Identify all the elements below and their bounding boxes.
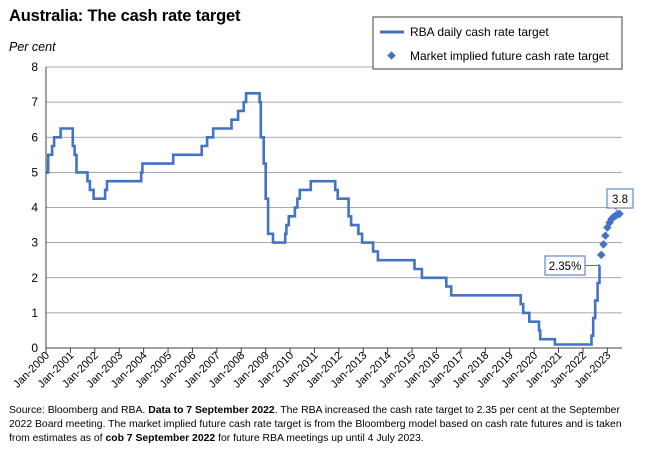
market-point-0 <box>597 250 606 260</box>
y-tick-label-6: 6 <box>31 130 38 144</box>
legend-label-market: Market implied future cash rate target <box>410 49 609 63</box>
x-axis: Jan-2000Jan-2001Jan-2002Jan-2003Jan-2004… <box>11 347 622 391</box>
y-tick-label-3: 3 <box>31 236 38 250</box>
y-axis: 0 1 2 3 4 5 6 7 8 <box>31 60 47 355</box>
legend: RBA daily cash rate target Market implie… <box>372 16 623 70</box>
callout-leader-peak <box>614 207 620 215</box>
callout-label-peak: 3.8 <box>612 194 628 206</box>
legend-box <box>372 16 623 70</box>
source-part-4: cob 7 September 2022 <box>105 433 216 444</box>
series-layer <box>46 92 624 346</box>
market-point-2 <box>601 231 610 240</box>
legend-label-rba: RBA daily cash rate target <box>410 25 549 39</box>
callout-label-current: 2.35% <box>549 261 582 273</box>
y-tick-label-4: 4 <box>31 201 38 215</box>
chart-title: Australia: The cash rate target <box>9 7 241 25</box>
legend-marker-swatch <box>387 51 396 60</box>
annotations: 2.35% 3.8 <box>544 188 634 276</box>
callout-box-peak <box>606 188 634 209</box>
source-part-5: for future RBA meetings up until 4 July … <box>218 433 424 444</box>
y-axis-unit-label: Per cent <box>9 40 56 54</box>
y-tick-label-1: 1 <box>31 306 38 320</box>
series-line-rba <box>46 92 601 346</box>
market-point-1 <box>599 240 608 249</box>
y-tick-label-5: 5 <box>31 165 38 179</box>
source-part-2: Data to 7 September 2022 <box>148 405 275 416</box>
y-tick-label-2: 2 <box>31 271 38 285</box>
source-part-1: Source: Bloomberg and RBA. <box>9 405 146 416</box>
y-tick-label-8: 8 <box>31 60 38 74</box>
source-note: Source: Bloomberg and RBA. Data to 7 Sep… <box>9 404 641 446</box>
y-tick-label-0: 0 <box>31 341 38 355</box>
y-tick-label-7: 7 <box>31 95 38 109</box>
source-part-3: . The RBA increased the cash rate target… <box>9 405 622 444</box>
